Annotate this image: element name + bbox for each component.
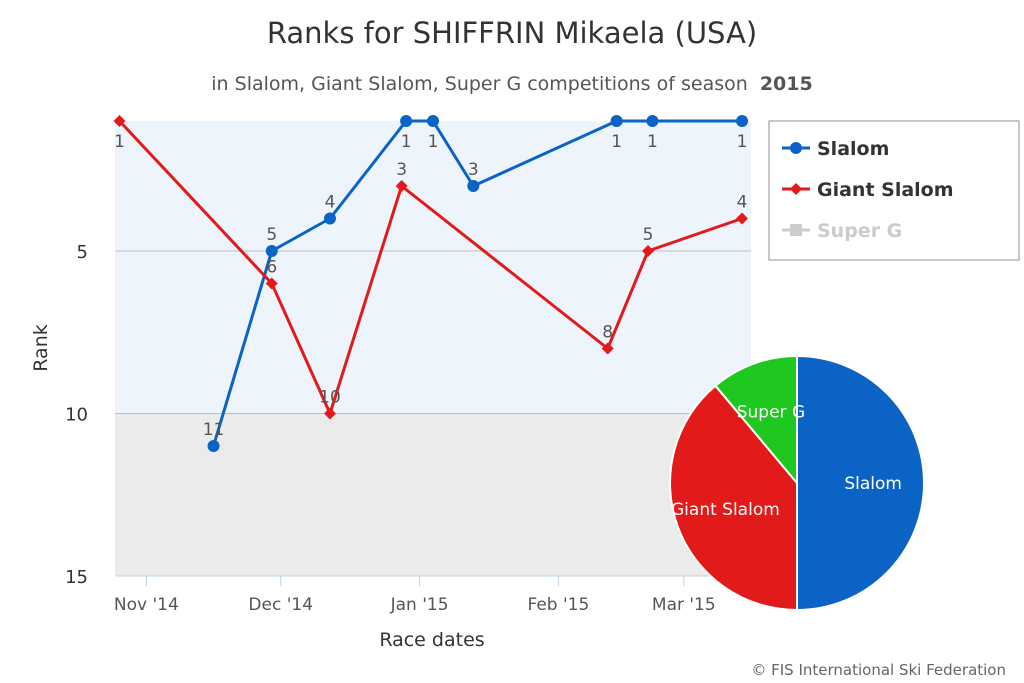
legend-marker-giant-slalom <box>790 183 802 195</box>
pie-label-slalom: Slalom <box>844 474 902 494</box>
legend-label-slalom: Slalom <box>817 138 889 160</box>
data-label-slalom-8: 1 <box>647 132 658 152</box>
point-slalom-1[interactable] <box>207 440 220 452</box>
point-slalom-5[interactable] <box>427 115 439 127</box>
pie-chart: Slalom Giant Slalom Super G <box>669 354 925 612</box>
point-slalom-2[interactable] <box>265 245 278 257</box>
data-label-giant-slalom-2: 6 <box>266 258 277 278</box>
x-tick-label-jan-15: Jan '15 <box>390 595 449 615</box>
data-label-giant-slalom-4: 3 <box>396 160 407 180</box>
x-tick-label-mar-15: Mar '15 <box>652 595 716 615</box>
chart-subtitle-text: in Slalom, Giant Slalom, Super G competi… <box>211 73 748 95</box>
point-giant-slalom-5[interactable] <box>601 342 614 355</box>
chart-title: Ranks for SHIFFRIN Mikaela (USA) <box>267 16 757 50</box>
pie-slice-super-g[interactable] <box>713 354 798 486</box>
point-slalom-3[interactable] <box>323 212 336 225</box>
legend-box <box>768 120 1020 261</box>
point-slalom-4[interactable] <box>400 115 413 127</box>
legend-item-super-g[interactable]: Super G <box>782 220 902 242</box>
point-giant-slalom-7[interactable] <box>736 212 749 225</box>
point-giant-slalom-4[interactable] <box>395 180 408 192</box>
data-label-giant-slalom-5: 8 <box>602 323 613 343</box>
chart-subtitle: in Slalom, Giant Slalom, Super G competi… <box>211 73 812 95</box>
x-axis: Nov '14 Dec '14 Jan '15 Feb '15 Mar '15 <box>114 575 751 615</box>
plot-bands <box>115 121 751 576</box>
legend[interactable]: Slalom Giant Slalom Super G <box>768 120 1020 261</box>
series-slalom <box>207 115 749 452</box>
point-slalom-7[interactable] <box>610 115 623 127</box>
point-giant-slalom-1[interactable] <box>113 115 126 127</box>
legend-marker-super-g <box>790 224 802 236</box>
x-tick-label-nov-14: Nov '14 <box>114 595 179 615</box>
y-axis: 5 10 15 <box>65 242 88 588</box>
data-label-giant-slalom-3: 10 <box>319 388 341 408</box>
data-label-giant-slalom-7: 4 <box>737 193 748 213</box>
data-label-slalom-7: 1 <box>611 132 622 152</box>
legend-item-giant-slalom[interactable]: Giant Slalom <box>782 179 954 201</box>
credits[interactable]: © FIS International Ski Federation <box>751 661 1006 679</box>
point-giant-slalom-3[interactable] <box>323 407 336 420</box>
series-giant-slalom <box>113 115 749 420</box>
pie-slice-slalom[interactable] <box>796 354 925 612</box>
y-axis-label: Rank <box>30 324 52 371</box>
legend-label-super-g: Super G <box>817 220 902 242</box>
legend-label-giant-slalom: Giant Slalom <box>817 179 954 201</box>
data-label-slalom-3: 4 <box>325 193 336 213</box>
point-giant-slalom-6[interactable] <box>641 245 654 257</box>
point-slalom-6[interactable] <box>467 180 480 192</box>
series-layer <box>113 115 749 452</box>
plot-band-2 <box>115 413 751 576</box>
data-label-slalom-4: 1 <box>401 132 412 152</box>
data-label-slalom-5: 1 <box>428 132 439 152</box>
legend-marker-slalom <box>790 142 802 154</box>
chart-subtitle-season: 2015 <box>760 73 813 95</box>
plot-band-1 <box>115 121 751 414</box>
data-label-giant-slalom-1: 1 <box>114 132 125 152</box>
data-label-slalom-9: 1 <box>737 132 748 152</box>
x-tick-label-dec-14: Dec '14 <box>248 595 313 615</box>
y-tick-label-10: 10 <box>65 405 88 426</box>
pie-slice-giant-slalom[interactable] <box>669 384 798 612</box>
data-label-giant-slalom-6: 5 <box>643 225 654 245</box>
pie-label-giant-slalom: Giant Slalom <box>671 500 780 520</box>
data-label-slalom-1: 11 <box>203 420 225 440</box>
legend-item-slalom[interactable]: Slalom <box>782 138 889 160</box>
x-tick-label-feb-15: Feb '15 <box>528 595 590 615</box>
point-slalom-9[interactable] <box>736 115 749 127</box>
point-slalom-8[interactable] <box>646 115 659 127</box>
y-tick-label-5: 5 <box>77 242 88 263</box>
x-axis-label: Race dates <box>379 629 484 651</box>
data-label-slalom-6: 3 <box>468 160 479 180</box>
y-tick-label-15: 15 <box>65 567 88 588</box>
data-label-slalom-2: 5 <box>266 225 277 245</box>
pie-label-super-g: Super G <box>737 402 805 422</box>
point-giant-slalom-2[interactable] <box>265 277 278 290</box>
